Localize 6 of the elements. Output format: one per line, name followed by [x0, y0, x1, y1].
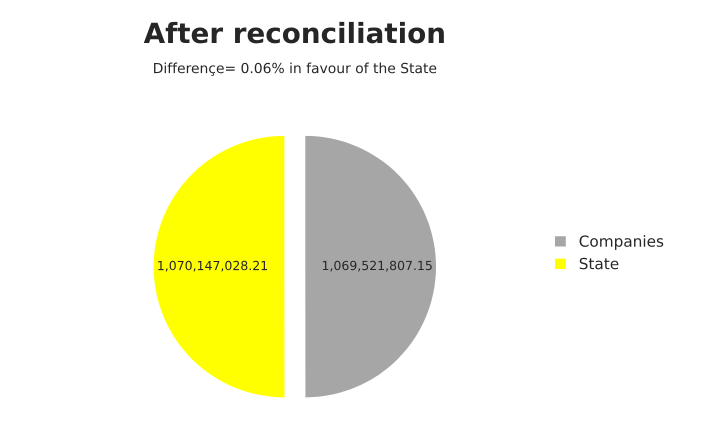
- chart-title: After reconciliation: [144, 22, 444, 44]
- legend-label: Companies: [580, 235, 664, 250]
- data-label: 1,070,147,028.21: [158, 260, 267, 272]
- data-label: 1,069,521,807.15: [322, 260, 432, 272]
- chart-subtitle: Differençe= 0.06% in favour of the State: [154, 62, 436, 76]
- legend-label: State: [580, 258, 618, 270]
